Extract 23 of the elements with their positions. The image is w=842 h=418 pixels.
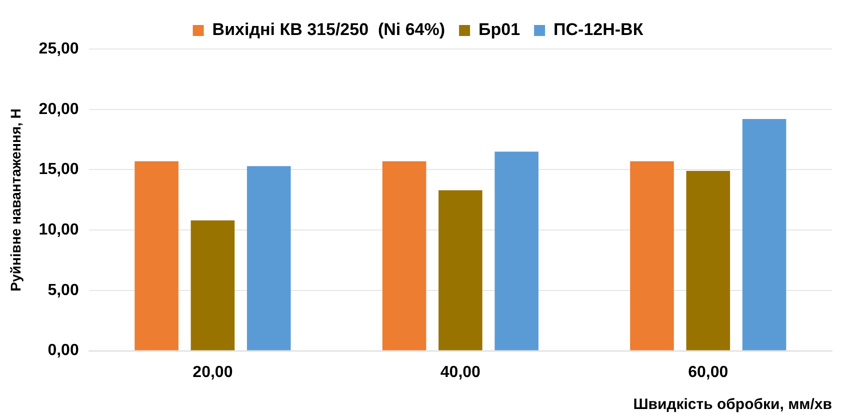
- x-tick-label: 40,00: [440, 364, 481, 381]
- legend-label: ПС-12Н-ВК: [554, 20, 644, 40]
- bar: [246, 166, 291, 350]
- y-tick-label: 15,00: [38, 161, 79, 178]
- x-tick-label: 20,00: [192, 364, 233, 381]
- y-tick-label: 0,00: [48, 342, 79, 360]
- x-axis-title: Швидкість обробки, мм/хв: [633, 396, 832, 414]
- bar: [686, 170, 730, 350]
- bar: [134, 161, 178, 350]
- y-tick-label: 5,00: [48, 282, 79, 299]
- bar: [494, 152, 538, 350]
- bar: [190, 220, 235, 350]
- y-tick-label: 10,00: [38, 221, 79, 238]
- legend-label: Бр01: [478, 20, 520, 40]
- bar: [742, 119, 786, 350]
- legend-label: Вихідні КВ 315/250 (Ni 64%): [212, 20, 446, 40]
- y-tick-label: 25,00: [38, 40, 79, 58]
- bar: [630, 161, 674, 350]
- bar: [382, 161, 426, 350]
- x-tick-label: 60,00: [688, 364, 728, 381]
- y-axis-title: Руйнівне навантаження, Н: [7, 108, 24, 292]
- bar: [438, 190, 482, 350]
- y-tick-label: 20,00: [38, 100, 79, 118]
